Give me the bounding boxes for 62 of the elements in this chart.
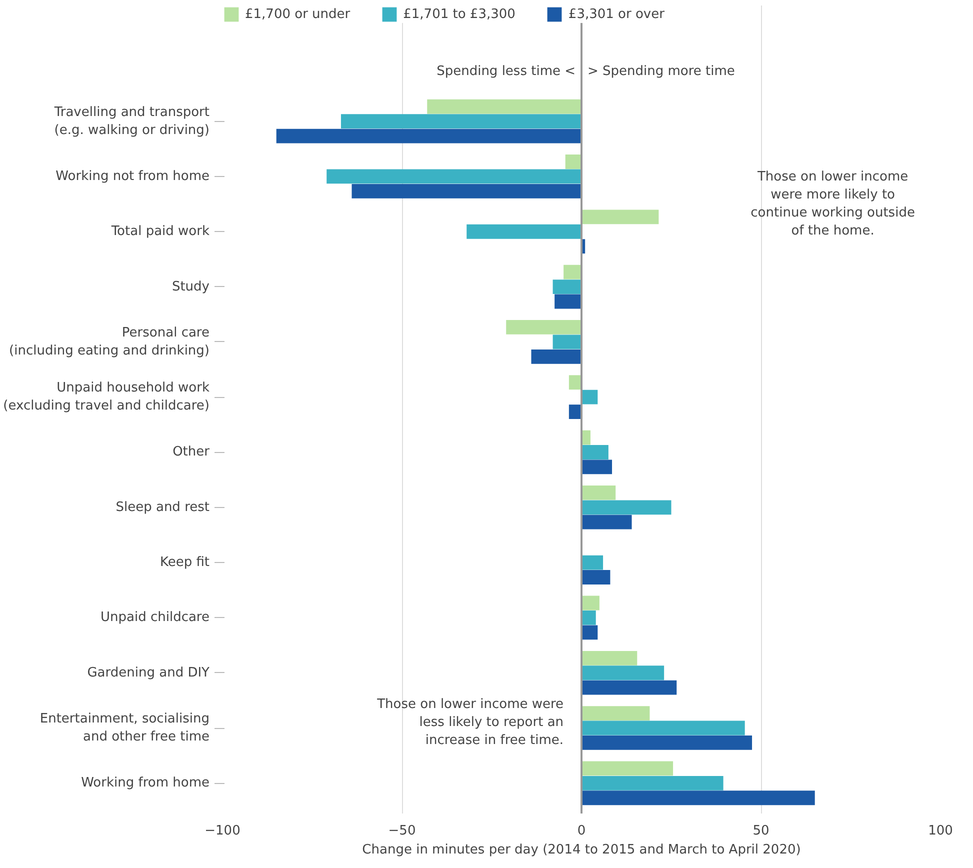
bar xyxy=(582,680,677,695)
bar xyxy=(326,169,582,184)
y-tick-label: Entertainment, socialising and other free time xyxy=(40,712,210,745)
bar xyxy=(582,514,632,530)
y-tick-label: Personal care (including eating and drinking) xyxy=(9,325,210,358)
bar xyxy=(276,128,582,144)
y-tick-label: Other xyxy=(172,444,210,460)
bar xyxy=(582,210,659,224)
y-tick-label: Unpaid childcare xyxy=(100,610,210,626)
bar xyxy=(582,736,752,750)
bar xyxy=(582,625,598,640)
bar xyxy=(582,596,600,610)
y-tick-label: Keep fit xyxy=(160,555,210,570)
text: > Spending more time xyxy=(588,64,735,80)
bar xyxy=(582,445,608,460)
y-tick-label: Gardening and DIY xyxy=(87,665,210,680)
bar xyxy=(582,720,745,736)
bar xyxy=(582,650,638,666)
bar xyxy=(582,706,650,721)
legend-label: £1,700 or under xyxy=(245,6,350,22)
legend-label: £1,701 to £3,300 xyxy=(403,6,516,22)
bar xyxy=(582,790,815,806)
bar xyxy=(582,761,674,776)
bar xyxy=(506,320,582,334)
y-tick-label: Sleep and rest xyxy=(116,500,210,515)
bar xyxy=(466,224,582,239)
y-tick-label: Working not from home xyxy=(56,168,210,184)
bar xyxy=(352,184,582,198)
bar xyxy=(582,390,598,404)
bar xyxy=(554,294,582,309)
text: Spending less time < xyxy=(436,64,576,80)
x-tick-label: 0 xyxy=(577,824,586,838)
bar xyxy=(582,555,604,570)
bar xyxy=(582,485,616,500)
bar xyxy=(564,264,582,280)
y-tick-label: Total paid work xyxy=(110,224,210,240)
bar xyxy=(427,99,582,114)
bar xyxy=(582,666,664,680)
y-tick-label: Travelling and transport (e.g. walking or driving) xyxy=(53,104,210,138)
x-tick-label: −50 xyxy=(388,824,416,838)
bar xyxy=(582,610,596,625)
bar xyxy=(552,280,582,294)
legend-label: £3,301 or over xyxy=(568,6,664,22)
x-tick-label: 50 xyxy=(752,824,770,838)
annotation: Those on lower income were less likely to report an increase in free time. xyxy=(376,696,564,748)
x-tick-label: 100 xyxy=(928,824,953,838)
annotation: Those on lower income were more likely to continue working outside of the home. xyxy=(750,170,915,239)
bar xyxy=(582,570,610,584)
y-tick-label: Study xyxy=(172,279,210,294)
x-tick-label: −100 xyxy=(204,824,240,838)
bar xyxy=(552,334,582,350)
y-tick-label: Working from home xyxy=(81,776,210,791)
bar xyxy=(565,154,582,169)
bar xyxy=(582,460,612,474)
x-axis-title: Change in minutes per day (2014 to 2015 and March to April 2020) xyxy=(362,842,801,858)
bar xyxy=(568,404,582,420)
y-tick-label: Unpaid household work (excluding travel and childcare) xyxy=(3,380,210,414)
bar xyxy=(582,500,672,515)
bar xyxy=(582,776,724,790)
bar xyxy=(531,349,582,364)
bar xyxy=(568,375,582,390)
bar xyxy=(340,114,582,129)
